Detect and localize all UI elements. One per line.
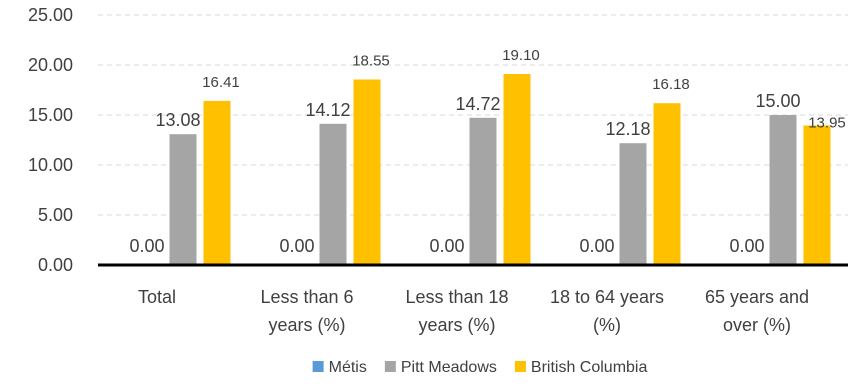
data-label: 16.18 xyxy=(652,76,690,93)
y-tick-label: 0.00 xyxy=(38,255,73,275)
legend-swatch xyxy=(384,361,396,372)
data-label: 15.00 xyxy=(755,91,800,111)
legend-label: Métis xyxy=(329,359,367,376)
x-axis-category-labels: Total Less than 6 years (%) Less than 18 yea… xyxy=(138,287,809,335)
y-tick-label: 25.00 xyxy=(28,5,73,25)
data-label: 12.18 xyxy=(605,119,650,139)
bar-pitt-meadows xyxy=(169,134,197,265)
data-label: 0.00 xyxy=(129,236,164,256)
legend-swatch xyxy=(312,361,324,372)
data-label: 0.00 xyxy=(579,236,614,256)
bar-british-columbia xyxy=(803,125,831,265)
data-label: 14.12 xyxy=(305,100,350,120)
bars xyxy=(169,74,831,266)
category-label: (%) xyxy=(593,315,621,335)
data-labels: 0.00 0.00 0.00 0.00 0.00 13.08 14.12 14.72 12.18… xyxy=(129,47,845,256)
data-label: 13.08 xyxy=(155,110,200,130)
legend: Métis Pitt Meadows British Columbia xyxy=(312,359,648,376)
bar-pitt-meadows xyxy=(769,115,797,265)
bar-pitt-meadows xyxy=(619,143,647,265)
category-label: Total xyxy=(138,287,176,307)
category-label: years (%) xyxy=(418,315,495,335)
category-label: Less than 18 xyxy=(405,287,508,307)
data-label: 0.00 xyxy=(279,236,314,256)
data-label: 18.55 xyxy=(352,53,390,70)
legend-label: British Columbia xyxy=(531,359,648,376)
bar-pitt-meadows xyxy=(319,123,347,265)
legend-swatch xyxy=(514,361,526,372)
y-tick-label: 5.00 xyxy=(38,205,73,225)
data-label: 14.72 xyxy=(455,94,500,114)
bar-british-columbia xyxy=(353,79,381,265)
data-label: 19.10 xyxy=(502,47,540,64)
gridlines xyxy=(98,14,848,216)
data-label: 0.00 xyxy=(429,236,464,256)
category-label: 65 years and xyxy=(705,287,809,307)
y-tick-label: 15.00 xyxy=(28,105,73,125)
y-tick-label: 10.00 xyxy=(28,155,73,175)
data-label: 13.95 xyxy=(808,115,846,132)
bar-british-columbia xyxy=(503,74,531,265)
legend-label: Pitt Meadows xyxy=(401,359,497,376)
bar-british-columbia xyxy=(203,100,231,266)
bar-pitt-meadows xyxy=(469,117,497,265)
category-label: over (%) xyxy=(723,315,791,335)
y-tick-label: 20.00 xyxy=(28,55,73,75)
category-label: 18 to 64 years xyxy=(550,287,664,307)
data-label: 0.00 xyxy=(729,236,764,256)
data-label: 16.41 xyxy=(202,74,240,91)
category-label: Less than 6 xyxy=(260,287,353,307)
y-axis-tick-labels: 0.00 5.00 10.00 15.00 20.00 25.00 xyxy=(28,5,73,275)
bar-british-columbia xyxy=(653,103,681,265)
category-label: years (%) xyxy=(268,315,345,335)
